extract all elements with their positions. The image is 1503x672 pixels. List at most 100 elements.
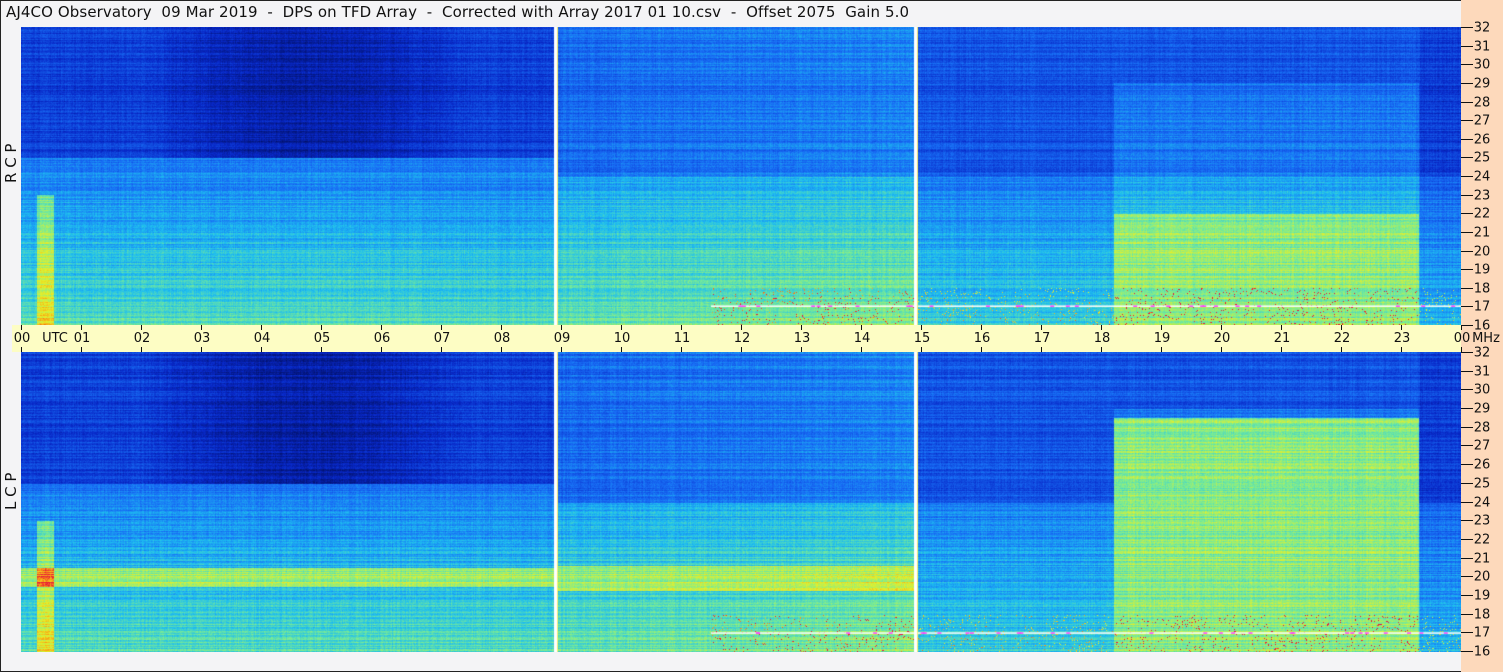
y-tick-mark — [1461, 632, 1473, 634]
x-tick-mark — [621, 325, 622, 330]
x-tick-label: 14 — [853, 331, 871, 346]
x-tick-mark — [381, 325, 382, 330]
y-tick-label: 26 — [1473, 457, 1491, 473]
y-tick-mark — [1461, 557, 1473, 559]
y-tick-mark — [1461, 464, 1473, 466]
x-tick-mark — [141, 347, 142, 352]
y-tick-mark — [1461, 231, 1473, 233]
y-tick-label: 23 — [1473, 513, 1491, 529]
x-tick-mark — [441, 325, 442, 330]
x-tick-mark — [1101, 325, 1102, 330]
x-tick-label: 11 — [673, 331, 691, 346]
y-tick-label: 25 — [1473, 150, 1491, 166]
x-tick-mark — [1341, 347, 1342, 352]
x-tick-mark — [21, 347, 22, 352]
x-tick-mark — [501, 325, 502, 330]
x-tick-label: 12 — [733, 331, 751, 346]
y-tick-mark — [1461, 101, 1473, 103]
rcp-spectrogram-panel — [21, 27, 1461, 325]
x-tick-label: 18 — [1093, 331, 1111, 346]
x-tick-mark — [921, 347, 922, 352]
x-tick-label: 13 — [793, 331, 811, 346]
y-tick-label: 22 — [1473, 532, 1491, 548]
x-tick-mark — [1341, 325, 1342, 330]
x-tick-mark — [621, 347, 622, 352]
x-tick-mark — [1041, 325, 1042, 330]
frequency-axis-margin — [1461, 0, 1503, 672]
x-tick-mark — [261, 325, 262, 330]
x-tick-mark — [1461, 347, 1462, 352]
y-tick-label: 17 — [1473, 625, 1491, 641]
utc-time-axis: 00 01 02 03 04 05 06 07 08 09 10 11 12 13 14 15 16 17 18 19… — [12, 325, 1500, 352]
x-tick-label: 17 — [1033, 331, 1051, 346]
y-tick-label: 16 — [1473, 644, 1491, 660]
y-tick-label: 31 — [1473, 364, 1491, 380]
lcp-spectrogram-panel — [21, 352, 1461, 652]
y-tick-mark — [1461, 325, 1473, 326]
x-tick-mark — [261, 347, 262, 352]
y-tick-mark — [1461, 352, 1473, 353]
x-tick-mark — [981, 325, 982, 330]
y-tick-label: 18 — [1473, 281, 1491, 297]
y-tick-label: 16 — [1473, 318, 1491, 334]
x-tick-label: 03 — [193, 331, 211, 346]
x-tick-mark — [561, 325, 562, 330]
x-tick-mark — [741, 325, 742, 330]
y-tick-label: 27 — [1473, 438, 1491, 454]
y-tick-label: 28 — [1473, 95, 1491, 110]
y-tick-mark — [1461, 64, 1473, 66]
x-tick-mark — [1461, 325, 1462, 330]
x-tick-mark — [861, 347, 862, 352]
y-tick-label: 25 — [1473, 476, 1491, 492]
x-tick-label: 20 — [1213, 331, 1231, 346]
y-tick-mark — [1461, 370, 1473, 372]
x-tick-label: 09 — [553, 331, 571, 346]
y-tick-mark — [1461, 120, 1473, 122]
x-tick-mark — [981, 347, 982, 352]
y-tick-mark — [1461, 408, 1473, 410]
x-tick-mark — [81, 347, 82, 352]
x-tick-mark — [1221, 347, 1222, 352]
y-tick-label: 21 — [1473, 225, 1491, 241]
y-tick-label: 24 — [1473, 169, 1491, 185]
y-tick-mark — [1461, 594, 1473, 596]
x-tick-mark — [681, 325, 682, 330]
x-tick-label: 23 — [1393, 331, 1411, 346]
x-tick-label: 07 — [433, 331, 451, 346]
x-tick-mark — [801, 347, 802, 352]
y-tick-label: 27 — [1473, 113, 1491, 129]
y-tick-mark — [1461, 213, 1473, 215]
y-tick-label: 19 — [1473, 588, 1491, 604]
x-tick-mark — [1161, 347, 1162, 352]
y-tick-label: 23 — [1473, 188, 1491, 204]
y-tick-label: 26 — [1473, 132, 1491, 148]
y-tick-label: 22 — [1473, 206, 1491, 222]
x-tick-mark — [141, 325, 142, 330]
x-tick-mark — [441, 347, 442, 352]
x-tick-label: 21 — [1273, 331, 1291, 346]
x-tick-label: 16 — [973, 331, 991, 346]
y-tick-label: 30 — [1473, 382, 1491, 398]
y-tick-mark — [1461, 82, 1473, 84]
x-tick-label: 01 — [73, 331, 91, 346]
y-tick-mark — [1461, 157, 1473, 159]
x-unit-label: UTC — [42, 331, 68, 346]
x-tick-mark — [1041, 347, 1042, 352]
y-tick-mark — [1461, 576, 1473, 578]
y-tick-mark — [1461, 501, 1473, 503]
y-tick-label: 20 — [1473, 569, 1491, 585]
x-tick-mark — [921, 325, 922, 330]
y-tick-mark — [1461, 445, 1473, 447]
x-tick-label: 08 — [493, 331, 511, 346]
x-tick-mark — [321, 325, 322, 330]
y-tick-label: 24 — [1473, 495, 1491, 510]
x-end-unit-label: MHz — [1472, 331, 1500, 346]
x-tick-mark — [1401, 325, 1402, 330]
x-tick-mark — [681, 347, 682, 352]
x-tick-mark — [1101, 347, 1102, 352]
rcp-spectrogram-heatmap — [21, 27, 1461, 325]
x-tick-mark — [1401, 347, 1402, 352]
y-tick-mark — [1461, 306, 1473, 308]
x-tick-mark — [21, 325, 22, 330]
x-tick-mark — [201, 325, 202, 330]
